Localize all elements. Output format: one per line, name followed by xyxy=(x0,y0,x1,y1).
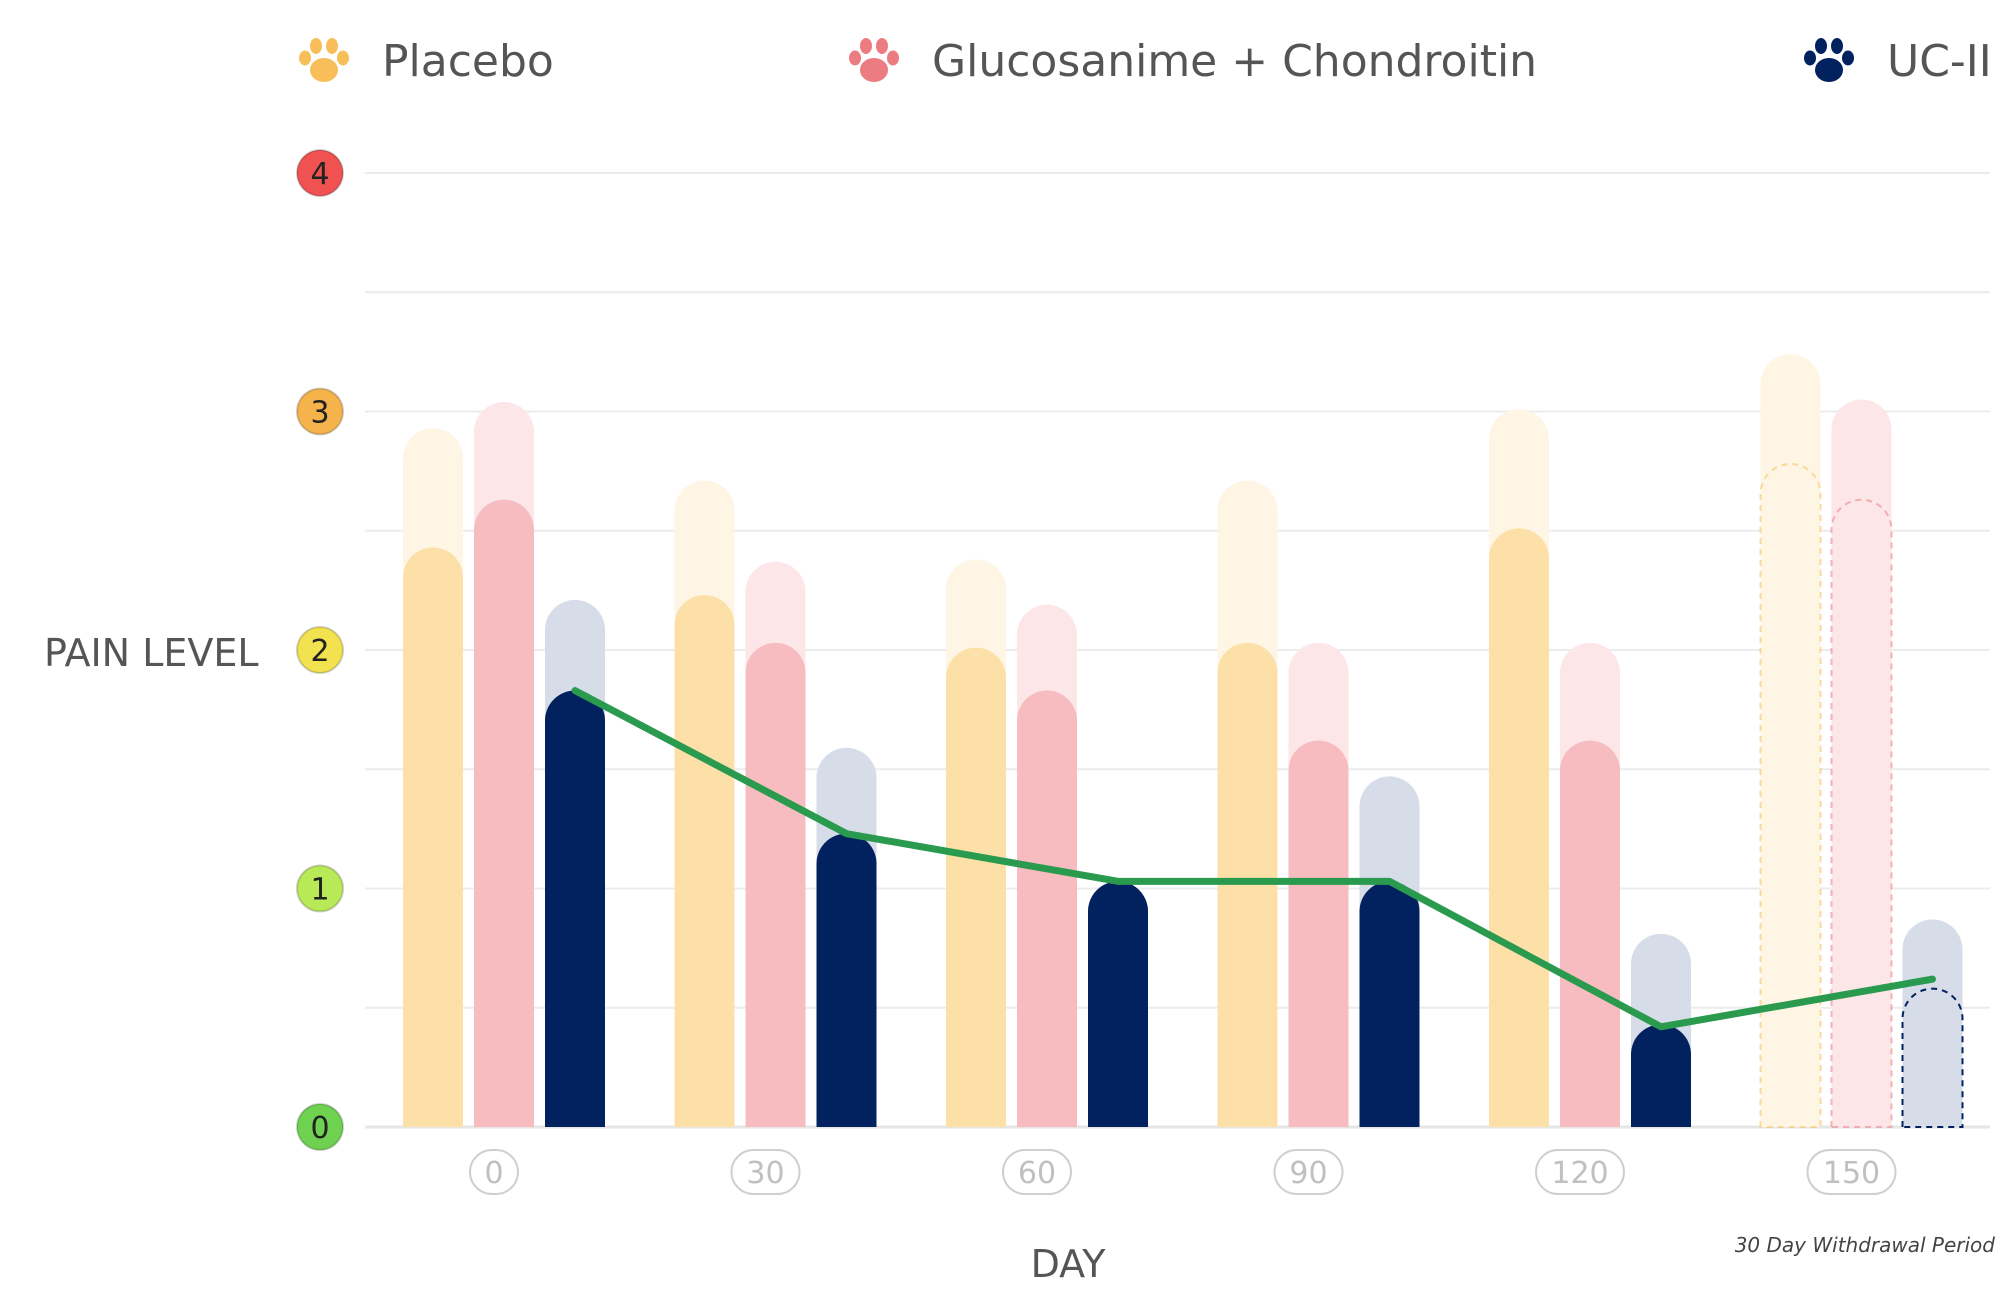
x-tick-pill xyxy=(1535,1149,1625,1195)
y-level-badge xyxy=(296,387,344,436)
bar xyxy=(1489,528,1549,1127)
bar-withdrawal xyxy=(1901,987,1964,1128)
x-tick-pill xyxy=(1273,1149,1344,1195)
y-axis-title: PAIN LEVEL xyxy=(44,631,259,675)
y-tick-label: 0 xyxy=(310,1111,329,1146)
paw-icon xyxy=(1804,38,1854,82)
bar xyxy=(1017,690,1077,1127)
bar xyxy=(1359,881,1420,1127)
bar xyxy=(1217,642,1278,1127)
y-tick-label: 4 xyxy=(310,157,329,192)
bar xyxy=(1088,881,1148,1127)
x-tick-label: 0 xyxy=(484,1156,503,1191)
bar xyxy=(1631,1024,1691,1127)
x-tick-label: 120 xyxy=(1551,1156,1608,1191)
gridlines xyxy=(365,172,1990,1129)
x-tick-label: 30 xyxy=(746,1156,784,1191)
trend-line-group xyxy=(571,687,1936,1031)
bar-range xyxy=(1831,399,1892,1127)
x-tick-label: 90 xyxy=(1289,1156,1327,1191)
x-tick-pill xyxy=(469,1149,519,1195)
bar-range xyxy=(1760,354,1821,1128)
y-level-badge xyxy=(296,1103,344,1151)
bar xyxy=(816,833,877,1127)
bar xyxy=(545,690,605,1127)
legend-label: UC-II xyxy=(1887,36,1992,87)
y-level-badge xyxy=(296,626,344,674)
y-axis: 0 1 2 3 4 xyxy=(296,149,344,1151)
bar xyxy=(403,547,463,1127)
x-axis: 0 30 60 90 120 150 xyxy=(469,1149,1897,1195)
x-axis-title: DAY xyxy=(1031,1242,1107,1286)
legend-label: Glucosanime + Chondroitin xyxy=(932,36,1537,87)
bar xyxy=(674,595,735,1127)
legend: Placebo Glucosanime + Chondroitin UC-II xyxy=(299,36,1992,87)
y-tick-label: 3 xyxy=(310,396,329,431)
bar xyxy=(745,642,806,1127)
x-tick-label: 60 xyxy=(1018,1156,1056,1191)
y-tick-label: 2 xyxy=(310,634,329,669)
x-tick-label: 150 xyxy=(1823,1156,1880,1191)
y-level-badge xyxy=(296,149,344,197)
paw-icon xyxy=(849,38,899,82)
y-level-badge xyxy=(296,864,344,913)
y-tick-label: 1 xyxy=(310,873,329,908)
bar xyxy=(946,647,1007,1127)
bars xyxy=(403,354,1964,1128)
trend-line xyxy=(571,687,1936,1031)
bar xyxy=(1288,740,1349,1127)
x-tick-pill xyxy=(1806,1149,1897,1195)
withdrawal-annotation: 30 Day Withdrawal Period xyxy=(1735,1233,1996,1257)
bar xyxy=(1560,740,1620,1127)
bar xyxy=(474,499,534,1127)
bar-range xyxy=(1902,919,1963,1127)
x-tick-pill xyxy=(730,1149,801,1195)
x-tick-pill xyxy=(1002,1149,1072,1195)
bar-withdrawal xyxy=(1759,463,1822,1128)
bar-withdrawal xyxy=(1830,498,1893,1128)
legend-label: Placebo xyxy=(382,36,554,87)
paw-icon xyxy=(299,38,349,82)
